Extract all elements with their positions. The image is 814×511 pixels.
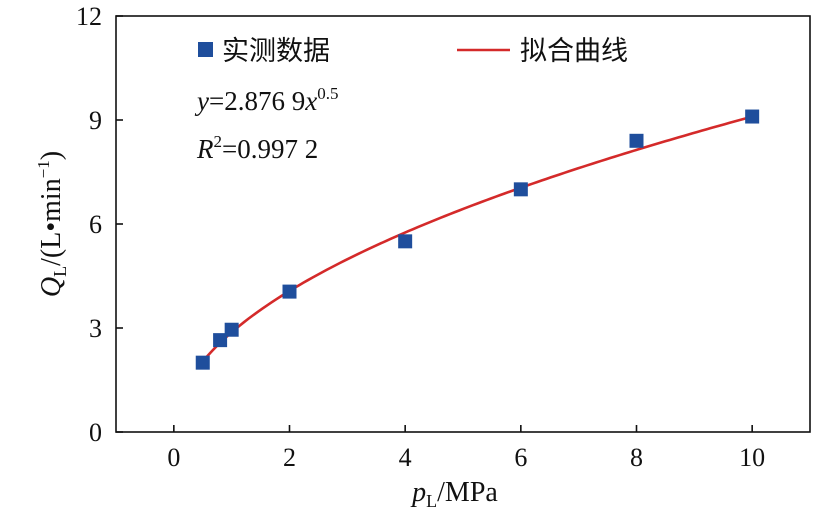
data-point bbox=[282, 284, 297, 299]
x-tick-label: 8 bbox=[630, 443, 643, 472]
y-axis-title: QL/(L•min−1) bbox=[34, 151, 70, 297]
r-squared: R2=0.997 2 bbox=[196, 132, 318, 164]
data-point bbox=[213, 333, 228, 348]
plot-area-frame bbox=[115, 15, 811, 433]
data-point bbox=[195, 355, 210, 370]
x-tick-label: 4 bbox=[399, 443, 412, 472]
x-tick-label: 2 bbox=[283, 443, 296, 472]
y-tick-label: 3 bbox=[89, 314, 102, 343]
data-point bbox=[629, 133, 644, 148]
legend-label-fit: 拟合曲线 bbox=[520, 36, 628, 67]
data-point bbox=[398, 234, 413, 249]
y-tick-label: 0 bbox=[89, 418, 102, 447]
x-tick-label: 0 bbox=[167, 443, 180, 472]
data-points bbox=[195, 109, 760, 370]
legend-label-measured: 实测数据 bbox=[222, 36, 330, 67]
data-point bbox=[745, 109, 760, 124]
fit-equation: y=2.876 9x0.5 bbox=[194, 84, 338, 116]
y-tick-label: 12 bbox=[76, 2, 102, 31]
y-tick-label: 6 bbox=[89, 210, 102, 239]
x-axis: 0 2 4 6 8 10 bbox=[167, 425, 765, 472]
data-point bbox=[224, 322, 239, 337]
legend: 实测数据 拟合曲线 bbox=[198, 36, 628, 67]
y-axis: 0 3 6 9 12 bbox=[76, 2, 123, 447]
data-point bbox=[513, 182, 528, 197]
x-axis-title: pL/MPa bbox=[410, 477, 498, 511]
x-tick-label: 10 bbox=[739, 443, 765, 472]
y-tick-label: 9 bbox=[89, 106, 102, 135]
legend-marker-measured bbox=[198, 42, 213, 57]
x-tick-label: 6 bbox=[514, 443, 527, 472]
